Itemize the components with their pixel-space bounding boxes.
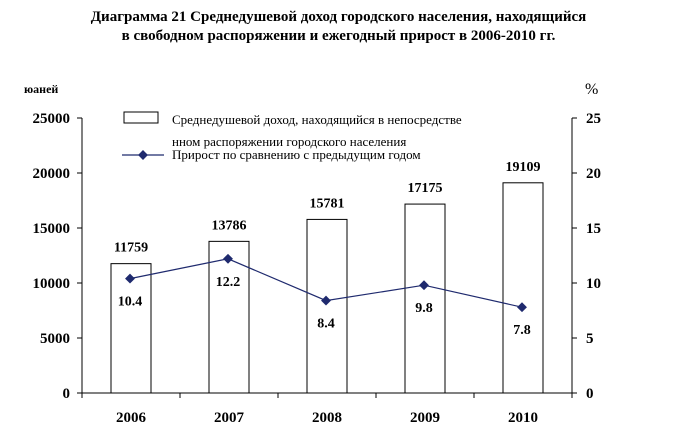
legend-background [120, 104, 498, 163]
chart-title: Диаграмма 21 Среднедушевой доход городск… [0, 8, 677, 46]
growth-point [517, 302, 527, 313]
bars-layer [110, 182, 544, 394]
bar [208, 240, 250, 394]
bar-value-label: 17175 [408, 181, 443, 196]
bar [306, 218, 348, 394]
x-tick-label: 2008 [312, 410, 342, 426]
bar [110, 263, 152, 394]
y-axis-label-right: % [585, 81, 598, 98]
legend: Среднедушевой доход, находящийся в непос… [120, 104, 498, 163]
x-tick-label: 2010 [508, 410, 538, 426]
legend-bar-label-line-1: Среднедушевой доход, находящийся в непос… [172, 112, 462, 127]
x-tick-label: 2009 [410, 410, 440, 426]
y-tick-label-left: 20000 [33, 166, 71, 182]
legend-bar-label-line-2: нном распоряжении городского населения [172, 134, 406, 149]
y-tick-label-right: 25 [586, 111, 601, 127]
growth-point [321, 295, 331, 306]
y-axis-label-left: юаней [24, 82, 58, 96]
growth-value-label: 8.4 [317, 317, 335, 332]
y-tick-label-left: 10000 [33, 276, 71, 292]
y-tick-label-right: 0 [586, 386, 594, 402]
y-tick-label-right: 10 [586, 276, 601, 292]
legend-line-marker [138, 150, 148, 160]
growth-value-label: 9.8 [415, 301, 433, 316]
y-tick-label-right: 20 [586, 166, 601, 182]
y-tick-label-left: 5000 [40, 331, 70, 347]
growth-value-label: 7.8 [513, 323, 531, 338]
growth-value-label: 10.4 [118, 295, 143, 310]
growth-point [223, 253, 233, 264]
bar-value-label: 13786 [212, 218, 247, 233]
y-tick-label-right: 5 [586, 331, 594, 347]
y-tick-label-right: 15 [586, 221, 601, 237]
growth-value-label: 12.2 [216, 275, 241, 290]
legend-bar-swatch [123, 111, 159, 124]
bar [502, 182, 544, 394]
x-tick-label: 2007 [214, 410, 245, 426]
bar-value-label: 19109 [506, 160, 541, 175]
chart-title-line-1: Диаграмма 21 Среднедушевой доход городск… [90, 9, 587, 25]
x-tick-label: 2006 [116, 410, 147, 426]
bar-value-label: 15781 [310, 196, 345, 211]
legend-line-label: Прирост по сравнению с предыдущим годом [172, 147, 421, 162]
y-tick-label-left: 25000 [33, 111, 71, 127]
chart-title-line-2: в свободном распоряжении и ежегодный при… [121, 28, 556, 44]
y-tick-label-left: 15000 [33, 221, 71, 237]
growth-point [419, 280, 429, 291]
bar-value-label: 11759 [114, 241, 148, 256]
axes-layer: 0 5000 10000 15000 20000 25000 0 5 10 15 20 25 2006 2… [24, 81, 601, 426]
data-labels-layer: 11759 13786 15781 17175 19109 10.4 12.2 8.4 9.8 7… [114, 160, 541, 338]
y-tick-label-left: 0 [63, 386, 71, 402]
bar [404, 203, 446, 394]
line-layer [125, 253, 527, 313]
